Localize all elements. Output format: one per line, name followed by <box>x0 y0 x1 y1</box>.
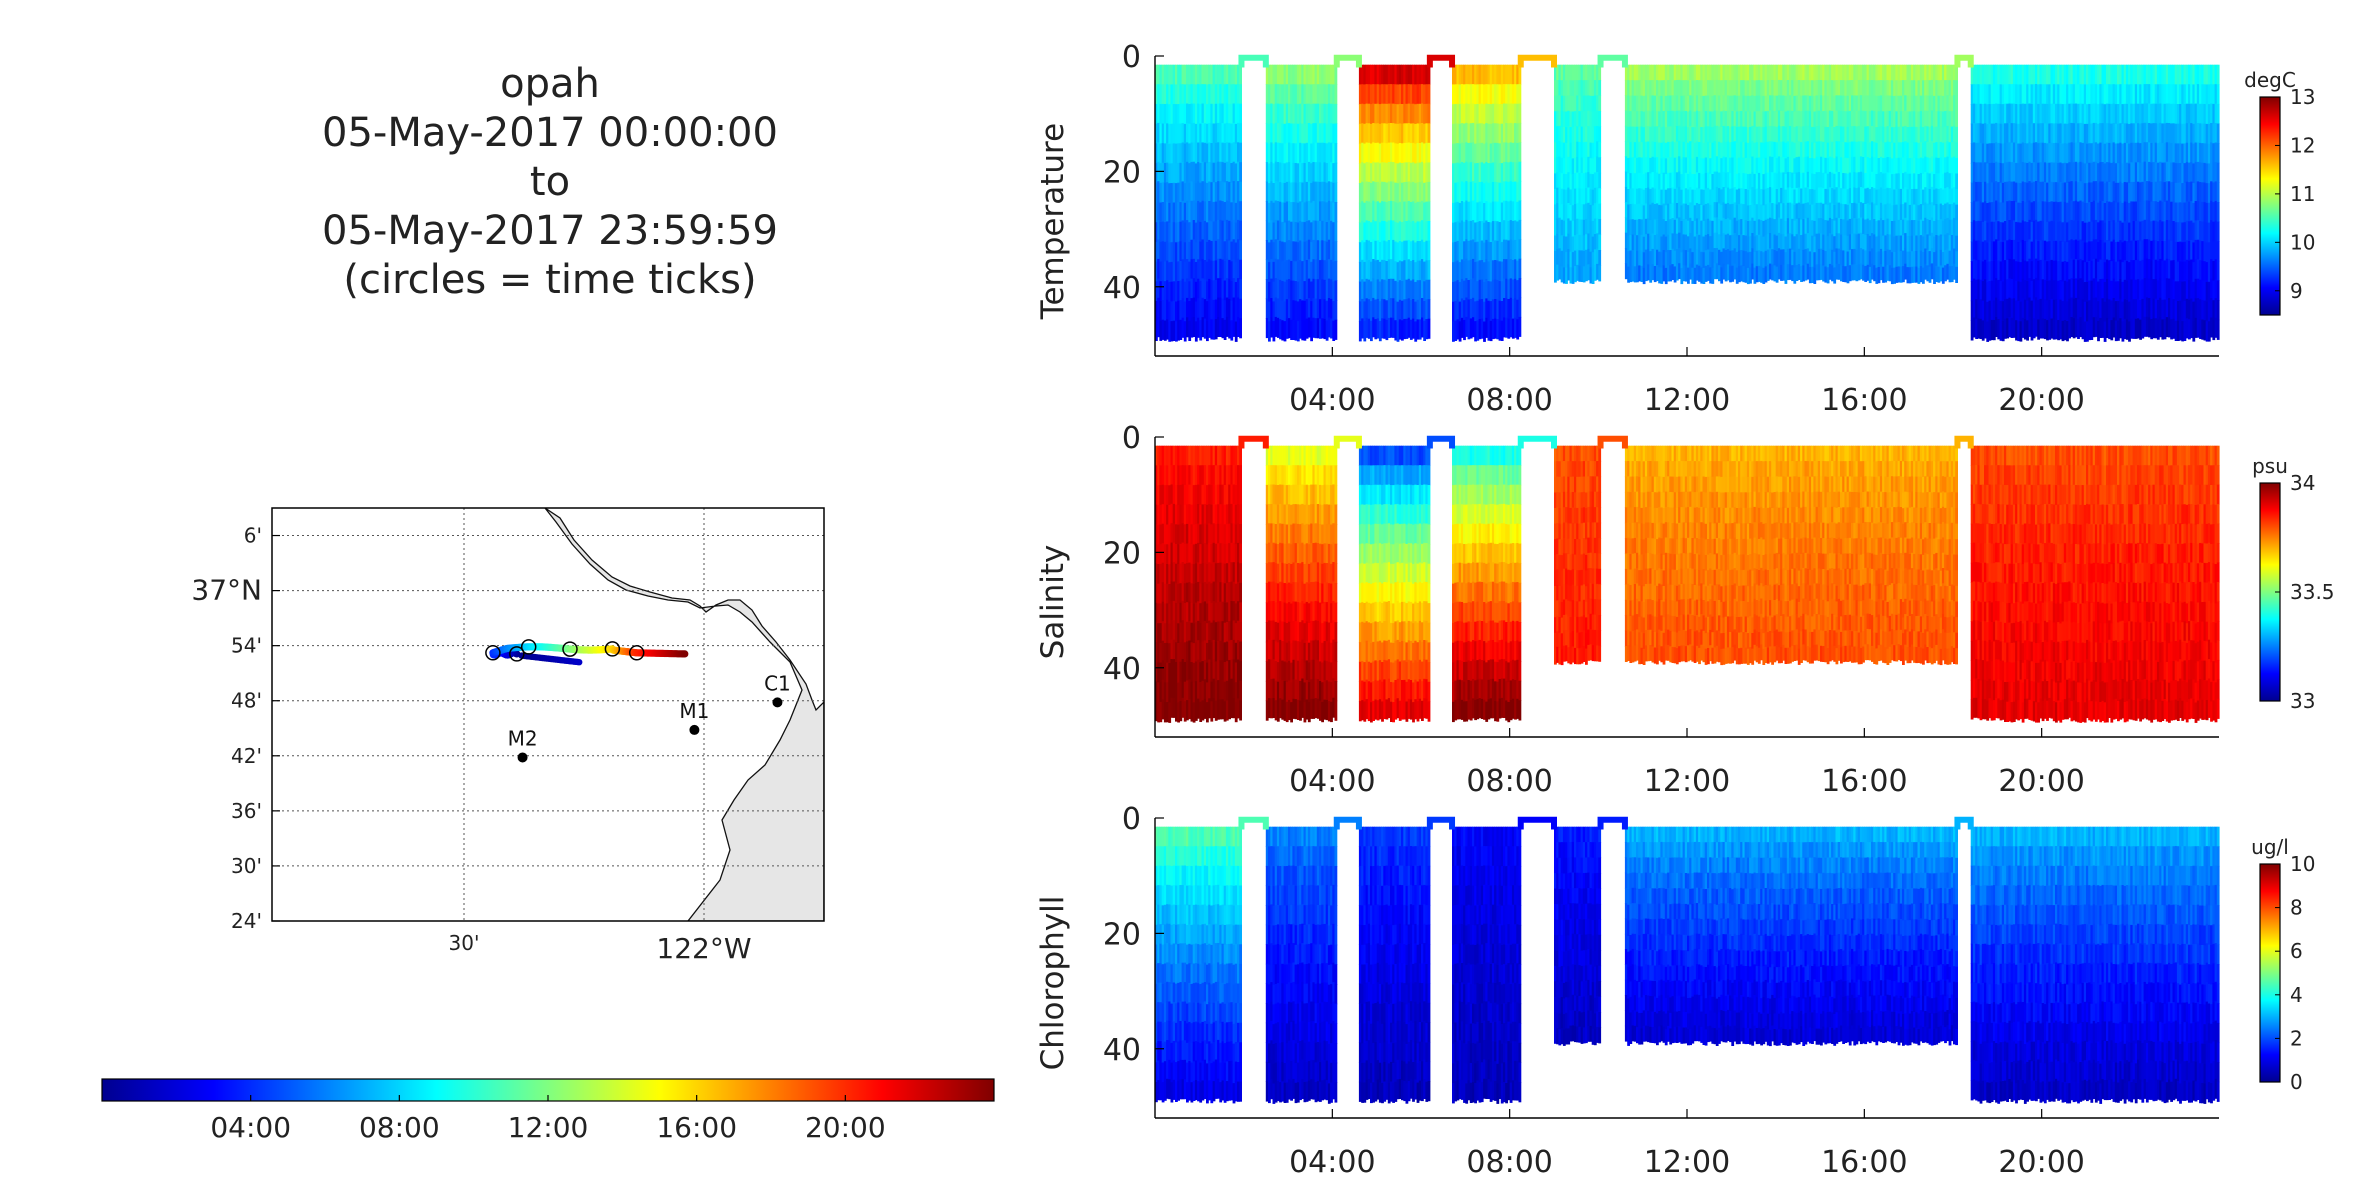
profile-cell <box>1428 182 1431 202</box>
profile-cell <box>1335 124 1338 144</box>
profile-cell <box>1239 260 1242 280</box>
profile-cell <box>1428 143 1431 163</box>
map-lat-label: 24' <box>231 909 262 933</box>
profile-cell <box>1335 182 1338 202</box>
time-colorbar-ticks: 04:00 08:00 12:00 16:00 20:00 <box>210 1095 885 1144</box>
profile-cell <box>1239 143 1242 163</box>
mooring-label: C1 <box>764 671 791 695</box>
profile-cell <box>1335 261 1338 281</box>
map-lat-label: 37°N <box>191 574 262 607</box>
profile-cell <box>1239 279 1242 299</box>
mooring-label: M1 <box>679 699 709 723</box>
mooring-dot <box>772 697 782 707</box>
profile-cell <box>1428 84 1431 104</box>
vehicle-track <box>486 640 689 666</box>
profile-cell <box>1335 320 1338 340</box>
map-lat-label: 30' <box>231 854 262 878</box>
time-colorbar-label: 16:00 <box>656 1111 737 1144</box>
profile-cell <box>1239 182 1242 202</box>
profile-cell <box>1239 201 1242 221</box>
profile-cell <box>1335 281 1338 301</box>
track-point <box>576 659 582 665</box>
profile-cell <box>1239 318 1242 338</box>
profile-cell <box>1335 222 1338 242</box>
profile-cell <box>1239 104 1242 124</box>
profile-cell <box>1428 123 1431 143</box>
mooring-dot <box>518 752 528 762</box>
profile-cell <box>1335 300 1338 320</box>
time-colorbar: 04:00 08:00 12:00 16:00 20:00 <box>102 1079 994 1144</box>
mooring-markers: C1 M1 M2 <box>508 671 791 762</box>
map-lat-label: 6' <box>244 524 262 548</box>
figure-canvas: 6' 37°N 54' 48' 42' 36' 30' 24' 30' 122°W C1 M1 M2… <box>0 0 2362 1181</box>
profile-cell <box>1239 84 1242 104</box>
profile-cell <box>1428 221 1431 241</box>
profile-cell <box>1428 319 1431 339</box>
profile-cell <box>1428 65 1431 85</box>
profile-cell <box>1428 104 1431 124</box>
profile-cell <box>1239 240 1242 260</box>
time-colorbar-label: 04:00 <box>210 1111 291 1144</box>
time-colorbar-label: 20:00 <box>805 1111 886 1144</box>
profile-cell <box>1335 143 1338 163</box>
profile-cell <box>1239 299 1242 319</box>
profile-segment <box>1155 65 1242 342</box>
profile-cell <box>1335 104 1338 124</box>
profile-cell <box>1239 221 1242 241</box>
profile-segment <box>1266 65 1338 342</box>
track-point <box>681 650 688 657</box>
map-lat-labels: 6' 37°N 54' 48' 42' 36' 30' 24' <box>191 524 262 933</box>
map-lon-label: 122°W <box>656 932 751 965</box>
profile-cell <box>1428 260 1431 280</box>
map-lat-label: 48' <box>231 689 262 713</box>
profile-cell <box>1428 241 1431 261</box>
track-map: 6' 37°N 54' 48' 42' 36' 30' 24' 30' 122°W C1 M1 M2 <box>191 508 824 965</box>
mooring-label: M2 <box>508 726 538 750</box>
profile-cell <box>1335 65 1338 85</box>
profile-segment <box>1452 65 1521 342</box>
profile-cell <box>1335 241 1338 261</box>
map-lat-label: 42' <box>231 744 262 768</box>
profile-cell <box>1335 84 1338 104</box>
profile-cell <box>1239 123 1242 143</box>
profile-cell <box>1428 162 1431 182</box>
mooring-dot <box>689 725 699 735</box>
profile-cell <box>1428 202 1431 222</box>
profile-cell <box>1428 299 1431 319</box>
map-lon-labels: 30' 122°W <box>449 931 752 965</box>
profile-cell <box>1239 65 1242 85</box>
map-lat-label: 54' <box>231 634 262 658</box>
profile-cell <box>1335 163 1338 183</box>
profile-cell <box>1335 202 1338 222</box>
map-lon-label: 30' <box>449 931 480 955</box>
profile-cell <box>1239 162 1242 182</box>
profile-segment <box>1359 65 1431 342</box>
profile-cell <box>1428 280 1431 300</box>
time-colorbar-label: 08:00 <box>359 1111 440 1144</box>
map-lat-label: 36' <box>231 799 262 823</box>
time-colorbar-label: 12:00 <box>508 1111 589 1144</box>
